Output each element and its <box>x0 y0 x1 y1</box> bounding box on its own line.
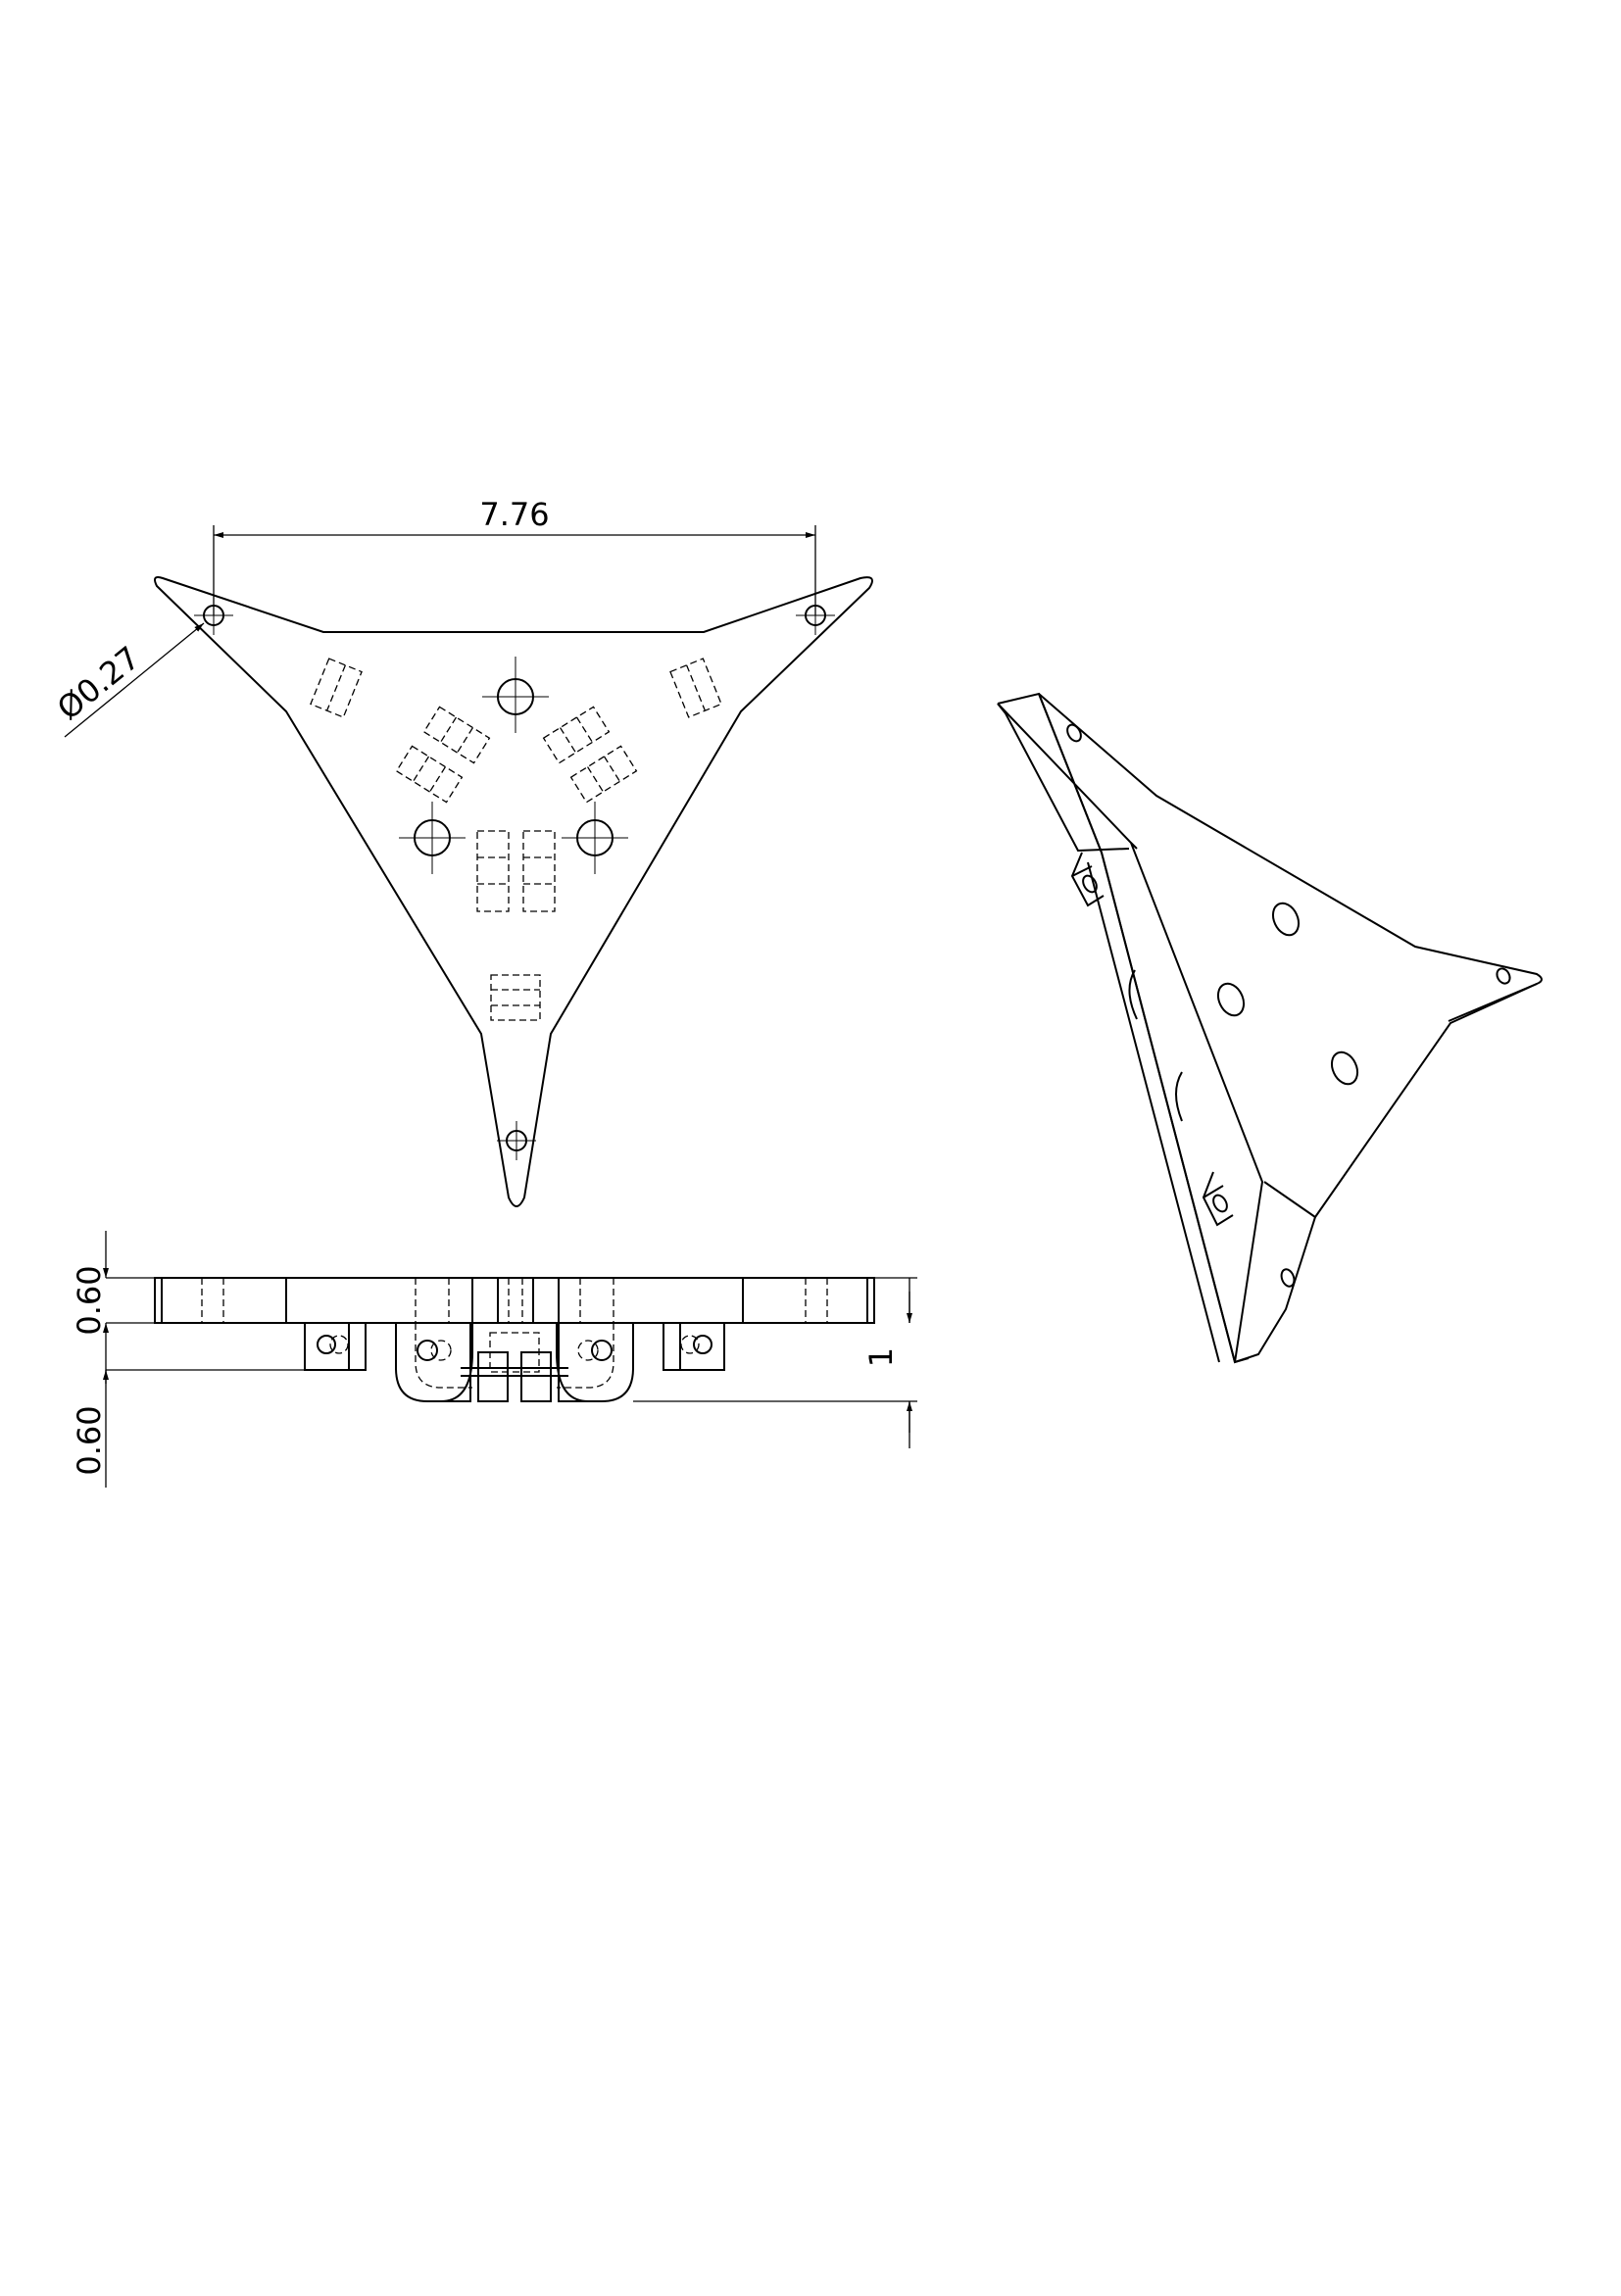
corner-hole-bottom <box>497 1121 536 1160</box>
isometric-view <box>997 692 1543 1364</box>
iso-rounded-mount-2 <box>1175 1071 1183 1122</box>
front-bracket-right <box>663 1322 725 1371</box>
top-view: 7.76 Ø0.27 <box>50 496 873 1207</box>
iso-plate-edge <box>997 692 1264 1364</box>
dimension-mount-height: 0.60 <box>71 1369 305 1488</box>
dimension-overall-width: 7.76 <box>213 496 816 615</box>
mount-hole-top <box>482 657 549 733</box>
front-center-block <box>461 1332 568 1377</box>
dim-plate-thickness-text: 0.60 <box>71 1265 108 1335</box>
front-bracket-center-left <box>395 1323 509 1402</box>
dim-total-height-text: 1 <box>862 1347 900 1367</box>
iso-bracket-upper <box>1070 852 1105 907</box>
front-bracket-center-right <box>520 1323 634 1402</box>
dimension-hole-diameter: Ø0.27 <box>50 622 205 738</box>
iso-hole-4 <box>1330 1050 1359 1086</box>
dimension-total-height: 1 <box>633 1277 917 1448</box>
iso-hole-3 <box>1216 982 1246 1017</box>
iso-hole-6 <box>1280 1268 1296 1288</box>
mount-hole-right <box>562 802 628 874</box>
mount-hole-left <box>399 802 466 874</box>
front-view: 0.60 0.60 1 <box>71 1231 917 1488</box>
front-plate <box>154 1277 875 1324</box>
iso-hole-5 <box>1496 967 1511 985</box>
front-bracket-left <box>304 1322 367 1371</box>
hidden-pads <box>310 658 722 1021</box>
dim-hole-diameter-text: Ø0.27 <box>50 639 147 727</box>
iso-rounded-mount-1 <box>1128 969 1138 1020</box>
iso-bracket-lower <box>1202 1171 1234 1227</box>
top-view-outline <box>154 576 873 1207</box>
front-hidden-lines <box>201 1278 828 1323</box>
dim-overall-width-text: 7.76 <box>479 496 549 533</box>
dim-mount-height-text: 0.60 <box>71 1405 108 1475</box>
iso-hole-2 <box>1271 902 1301 937</box>
iso-plate-face <box>1038 693 1543 1364</box>
dimension-plate-thickness: 0.60 <box>71 1231 155 1370</box>
iso-hole-1 <box>1066 723 1082 743</box>
